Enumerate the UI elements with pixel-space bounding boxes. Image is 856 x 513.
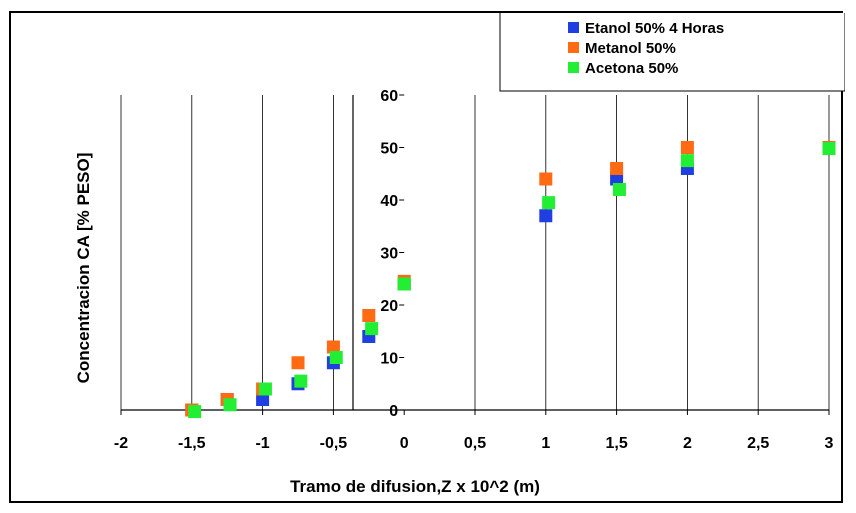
point-series-3 xyxy=(397,277,411,291)
point-series-3 xyxy=(188,405,202,419)
x-tick-label: -1,5 xyxy=(178,435,206,452)
points-layer xyxy=(185,141,836,419)
legend-items: Etanol 50% 4 Horas Metanol 50% Acetona 50% xyxy=(568,20,724,77)
x-tick-label: 2 xyxy=(683,435,692,452)
point-series-1 xyxy=(256,393,270,406)
legend-marker xyxy=(568,42,579,53)
x-tick-label: -1 xyxy=(255,435,269,452)
y-tick-label: 60 xyxy=(380,88,398,105)
point-series-3 xyxy=(542,196,556,210)
y-tick-label: 50 xyxy=(380,141,398,158)
point-series-2 xyxy=(610,162,624,175)
y-tick-label: 10 xyxy=(380,351,398,368)
legend: Etanol 50% 4 Horas Metanol 50% Acetona 50% xyxy=(499,13,845,92)
point-series-3 xyxy=(822,142,836,156)
x-tick-label: 0 xyxy=(400,435,409,452)
legend-label: Etanol 50% 4 Horas xyxy=(585,20,724,37)
chart-frame: -2 -1,5 -1 -0,5 0 0,5 1 1,5 2 2,5 3 0 10 20 30 40 50 60 T… xyxy=(9,11,845,503)
point-series-2 xyxy=(362,309,376,322)
point-series-3 xyxy=(329,351,343,364)
point-series-3 xyxy=(258,382,272,396)
legend-label: Acetona 50% xyxy=(585,60,678,77)
point-series-3 xyxy=(612,183,626,196)
legend-box xyxy=(499,13,845,92)
x-tick-label: 2,5 xyxy=(747,435,769,452)
legend-marker xyxy=(568,62,579,73)
point-series-3 xyxy=(365,322,379,336)
point-series-2 xyxy=(291,356,305,370)
x-tick-label: 1 xyxy=(541,435,550,452)
point-series-3 xyxy=(223,398,237,412)
y-tick-label: 20 xyxy=(380,298,398,315)
legend-marker xyxy=(568,22,579,33)
x-tick-label: -0,5 xyxy=(320,435,348,452)
x-axis-title: Tramo de difusion,Z x 10^2 (m) xyxy=(290,477,540,496)
y-tick-label: 0 xyxy=(389,403,398,420)
legend-label: Metanol 50% xyxy=(585,40,676,57)
x-tick-label: 3 xyxy=(825,435,834,452)
x-tick-label: 0,5 xyxy=(464,435,486,452)
point-series-1 xyxy=(610,172,624,186)
y-tick-label: 40 xyxy=(380,193,398,210)
grid-layer xyxy=(120,95,830,410)
point-series-3 xyxy=(294,374,308,388)
point-series-2 xyxy=(680,141,694,154)
y-tick-label: 30 xyxy=(380,246,398,263)
x-tick-label: -2 xyxy=(114,435,128,452)
point-series-2 xyxy=(539,172,553,186)
point-series-3 xyxy=(680,154,694,168)
point-series-1 xyxy=(539,209,553,223)
x-tick-label: 1,5 xyxy=(605,435,627,452)
y-axis-title: Concentracion CA [% PESO] xyxy=(74,153,93,384)
point-series-2 xyxy=(326,340,340,354)
